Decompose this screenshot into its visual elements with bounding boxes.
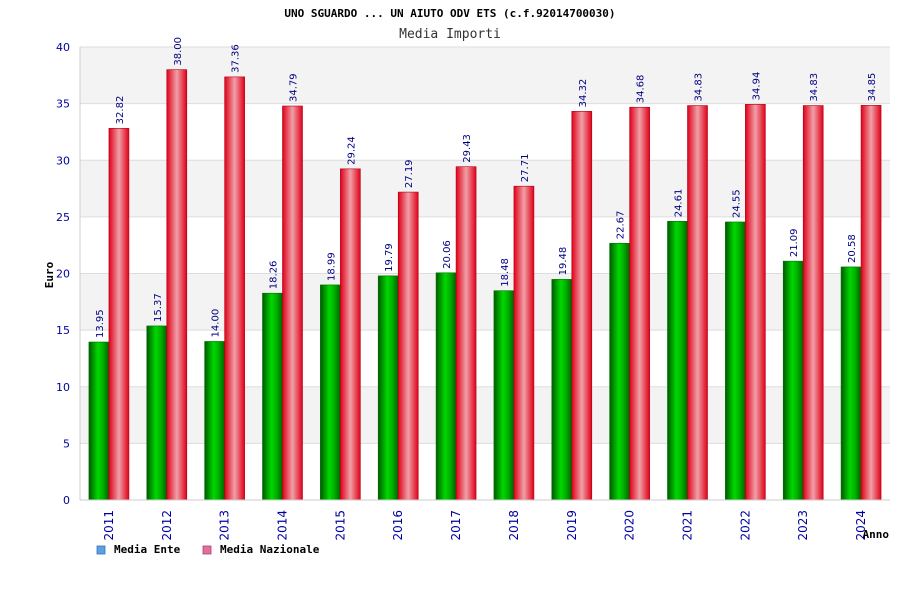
x-tick-label: 2015 [333,510,347,541]
grid-band [80,273,890,331]
value-label: 34.85 [867,73,878,102]
value-label: 13.95 [95,309,106,338]
bar-media-ente-2015 [320,284,341,501]
x-tick-label: 2017 [449,510,463,541]
bar-media-nazionale-2020 [629,106,650,501]
legend-swatch-media-ente [96,545,106,555]
legend-label-media-ente: Media Ente [114,543,181,556]
value-label: 27.71 [520,154,531,183]
bar-media-ente-2013 [204,341,225,501]
bar-media-ente-2016 [377,275,399,501]
x-tick-label: 2014 [276,510,290,541]
x-tick-label: 2024 [854,510,868,541]
legend-swatch-media-nazionale [202,545,212,555]
value-label: 34.68 [636,75,647,104]
x-tick-label: 2012 [160,510,174,541]
bar-media-nazionale-2021 [687,105,708,501]
bars [88,69,882,501]
x-axis: 2011 2012 2013 2014 2015 2016 2017 2018 2019 2020… [102,510,868,541]
bar-media-nazionale-2024 [860,105,882,501]
x-tick-label: 2018 [507,510,521,541]
value-label: 19.48 [558,247,569,276]
value-label: 34.94 [751,72,762,101]
legend-item-media-nazionale: Media Nazionale [202,543,320,556]
bar-media-ente-2024 [840,266,862,501]
value-label: 34.83 [809,73,820,102]
value-label: 32.82 [115,96,126,125]
value-label: 29.24 [346,136,357,165]
value-label: 29.43 [462,134,473,163]
bar-media-nazionale-2015 [340,168,361,501]
bar-media-nazionale-2023 [802,105,824,501]
bar-media-ente-2011 [88,341,110,501]
chart-subtitle: Media Importi [399,27,501,42]
grid-band [80,386,890,444]
value-label: 37.36 [231,44,242,73]
x-tick-label: 2023 [796,510,810,541]
legend: Media Ente Media Nazionale [96,543,320,556]
x-tick-label: 2013 [218,510,232,541]
legend-item-media-ente: Media Ente [96,543,181,556]
y-axis-label: Euro [43,261,56,288]
x-tick-label: 2020 [623,510,637,541]
y-tick-label: 30 [56,154,70,167]
value-label: 18.99 [326,252,337,281]
bar-media-ente-2012 [146,325,168,501]
bar-media-nazionale-2016 [397,191,419,501]
chart-title: UNO SGUARDO ... UN AIUTO ODV ETS (c.f.92… [284,7,615,20]
y-tick-label: 0 [63,494,70,507]
bar-media-nazionale-2019 [571,111,593,501]
y-tick-label: 5 [63,437,70,450]
value-label: 34.32 [578,79,589,108]
value-label: 19.79 [384,243,395,272]
bar-media-nazionale-2013 [224,76,245,501]
value-label: 15.37 [153,293,164,322]
bar-media-ente-2014 [262,292,283,501]
bar-media-nazionale-2018 [513,185,535,501]
x-tick-label: 2011 [102,510,116,541]
x-tick-label: 2019 [565,510,579,541]
grid-band [80,160,890,217]
y-tick-label: 25 [56,211,70,224]
value-label: 34.79 [289,73,300,102]
x-tick-label: 2016 [391,510,405,541]
x-tick-label: 2021 [681,510,695,541]
value-label: 27.19 [404,159,415,188]
bar-media-nazionale-2014 [282,105,303,501]
value-label: 38.00 [173,37,184,66]
bar-media-nazionale-2022 [745,104,766,501]
value-label: 14.00 [211,309,222,338]
value-label: 20.06 [442,240,453,269]
bar-media-nazionale-2012 [166,69,188,501]
x-axis-label: Anno [863,528,890,541]
y-tick-label: 15 [56,324,70,337]
y-tick-label: 40 [56,41,70,54]
bar-media-ente-2022 [725,221,746,501]
value-label: 24.61 [674,189,685,218]
value-label: 34.83 [694,73,705,102]
y-axis: 0 5 10 15 20 25 30 35 40 [56,41,890,507]
value-labels: 13.95 32.82 15.37 38.00 14.00 37.36 18.26 34.79… [95,37,878,338]
y-tick-label: 35 [56,98,70,111]
y-tick-label: 20 [56,268,70,281]
bar-media-ente-2019 [551,279,573,501]
bar-media-nazionale-2011 [108,128,130,501]
bar-media-ente-2023 [782,260,804,501]
grid-band [80,47,890,104]
y-tick-label: 10 [56,381,70,394]
x-tick-label: 2022 [738,510,752,541]
bar-media-ente-2021 [667,220,688,501]
bar-media-ente-2018 [493,290,515,501]
bar-media-ente-2017 [435,272,457,501]
bar-media-ente-2020 [609,242,630,501]
value-label: 21.09 [789,229,800,258]
value-label: 24.55 [731,189,742,218]
value-label: 20.58 [847,234,858,263]
value-label: 22.67 [616,211,627,240]
legend-label-media-nazionale: Media Nazionale [220,543,320,556]
bar-media-nazionale-2017 [455,166,477,501]
value-label: 18.26 [269,261,280,290]
value-label: 18.48 [500,258,511,287]
